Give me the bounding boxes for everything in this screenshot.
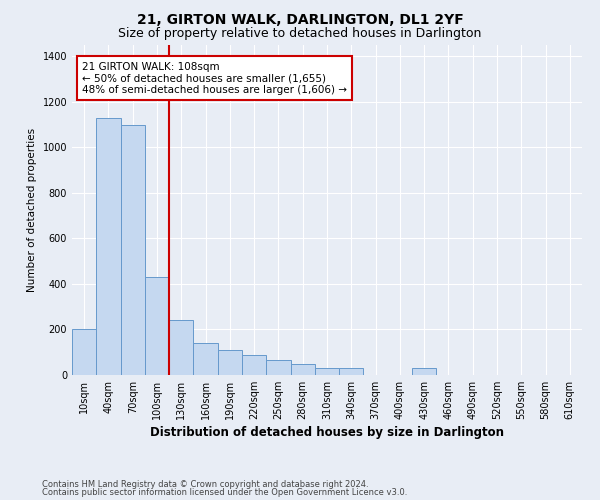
- Bar: [145, 277, 169, 375]
- Bar: [242, 354, 266, 375]
- Bar: [169, 320, 193, 375]
- Bar: [96, 118, 121, 375]
- Bar: [193, 343, 218, 375]
- Text: 21 GIRTON WALK: 108sqm
← 50% of detached houses are smaller (1,655)
48% of semi-: 21 GIRTON WALK: 108sqm ← 50% of detached…: [82, 62, 347, 94]
- Bar: [412, 368, 436, 375]
- Bar: [290, 364, 315, 375]
- Bar: [315, 368, 339, 375]
- Bar: [121, 124, 145, 375]
- Bar: [266, 360, 290, 375]
- Text: Contains HM Land Registry data © Crown copyright and database right 2024.: Contains HM Land Registry data © Crown c…: [42, 480, 368, 489]
- Text: Contains public sector information licensed under the Open Government Licence v3: Contains public sector information licen…: [42, 488, 407, 497]
- Y-axis label: Number of detached properties: Number of detached properties: [27, 128, 37, 292]
- X-axis label: Distribution of detached houses by size in Darlington: Distribution of detached houses by size …: [150, 426, 504, 439]
- Text: Size of property relative to detached houses in Darlington: Size of property relative to detached ho…: [118, 28, 482, 40]
- Bar: [72, 330, 96, 375]
- Text: 21, GIRTON WALK, DARLINGTON, DL1 2YF: 21, GIRTON WALK, DARLINGTON, DL1 2YF: [137, 12, 463, 26]
- Bar: [339, 368, 364, 375]
- Bar: [218, 350, 242, 375]
